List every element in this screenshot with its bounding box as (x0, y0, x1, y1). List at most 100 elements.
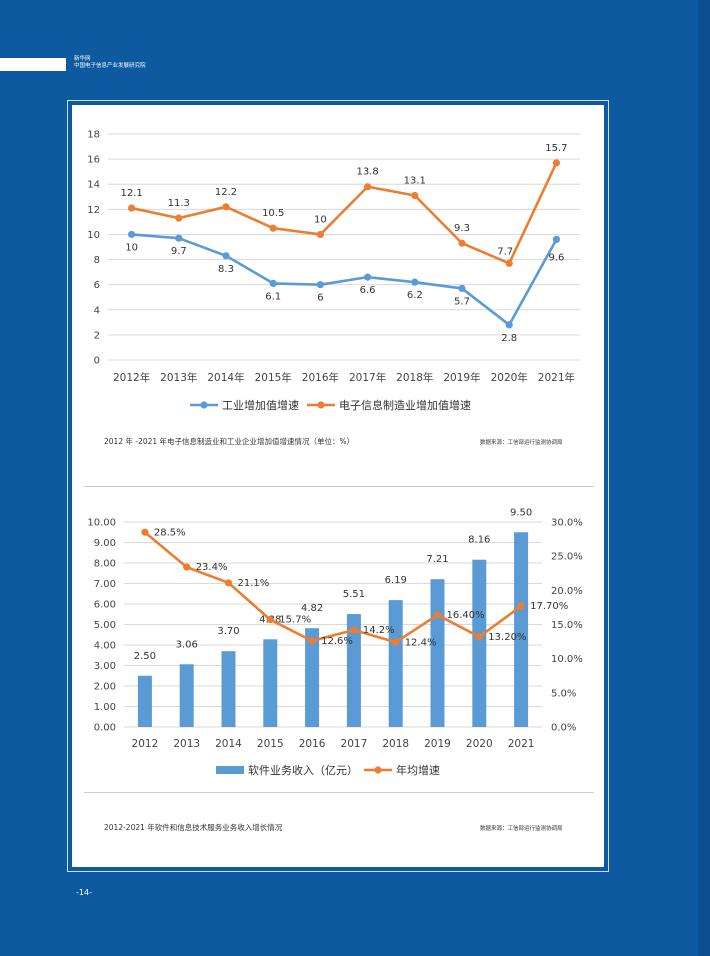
y-left-tick-label: 2.00 (94, 682, 116, 693)
legend-label: 工业增加值增速 (222, 398, 299, 412)
section-divider (84, 486, 594, 487)
brand-line-2: 中国电子信息产业发展研究院 (74, 63, 146, 69)
data-point (364, 183, 372, 191)
chart1-caption: 2012 年 -2021 年电子信息制造业和工业企业增加值增速情况（单位：%） (104, 437, 355, 446)
chart2-source: 数据来源：工信部运行监测协调局 (480, 826, 563, 832)
data-label: 9.6 (548, 252, 564, 263)
data-label: 9.3 (454, 223, 470, 234)
y-right-tick-label: 20.0% (551, 586, 583, 597)
data-label: 13.1 (404, 176, 426, 187)
x-tick-label: 2012年 (113, 371, 150, 384)
data-point (458, 284, 466, 293)
bar (305, 628, 320, 727)
legend-swatch-bar (216, 766, 244, 774)
y-tick-label: 6 (94, 280, 100, 291)
y-left-tick-label: 3.00 (94, 661, 116, 672)
data-point (128, 204, 136, 212)
y-right-tick-label: 30.0% (551, 518, 583, 529)
bar-label: 4.82 (301, 603, 323, 614)
x-tick-label: 2015年 (255, 371, 292, 384)
data-label: 10 (314, 214, 327, 225)
x-tick-label: 2013年 (160, 371, 197, 384)
data-label: 7.7 (497, 246, 513, 257)
data-point (175, 214, 183, 222)
bar-label: 8.16 (468, 535, 490, 546)
y-tick-label: 4 (94, 305, 100, 316)
data-label: 12.1 (120, 188, 142, 199)
growth-label: 23.4% (196, 562, 228, 573)
data-label: 8.3 (218, 264, 234, 275)
data-point (128, 230, 136, 239)
chart2-caption: 2012-2021 年软件和信息技术服务业务收入增长情况 (104, 823, 283, 832)
data-point (175, 234, 183, 242)
data-label: 6.2 (407, 290, 423, 301)
data-point (316, 230, 324, 239)
legend-label: 电子信息制造业增加值增速 (339, 398, 471, 412)
y-left-tick-label: 8.00 (94, 559, 116, 570)
y-left-tick-label: 4.00 (94, 641, 116, 652)
growth-point (224, 579, 233, 587)
data-point (269, 279, 277, 288)
bar (430, 579, 445, 727)
x-tick-label: 2020 (466, 738, 493, 750)
x-tick-label: 2014年 (207, 371, 244, 384)
growth-label: 14.2% (363, 625, 395, 636)
data-point (458, 239, 466, 247)
brand-line-1: 新华网 (74, 56, 91, 62)
section-divider-2 (84, 792, 594, 793)
y-right-tick-label: 10.0% (551, 654, 583, 665)
x-tick-label: 2017年 (349, 371, 386, 384)
data-point (411, 191, 419, 200)
bar-label: 2.50 (134, 651, 156, 662)
y-left-tick-label: 9.00 (94, 538, 116, 549)
brand-block: 新华网 中国电子信息产业发展研究院 (74, 56, 146, 70)
growth-point (392, 638, 400, 646)
data-point (505, 259, 513, 267)
bar (514, 532, 529, 727)
growth-label: 16.40% (447, 610, 485, 621)
chart-software-revenue: 0.00 1.00 2.00 3.00 4.00 5.00 6.00 7.00 8.00 9.00… (87, 507, 583, 777)
y-right-tick-label: 0.0% (551, 723, 576, 734)
bar (346, 614, 361, 727)
data-label: 13.8 (356, 167, 378, 178)
x-tick-label: 2017 (341, 738, 368, 750)
data-label: 6 (317, 293, 323, 304)
growth-label: 12.6% (321, 636, 353, 647)
y-tick-label: 10 (87, 230, 100, 241)
data-point (552, 235, 561, 244)
data-point (411, 278, 419, 286)
growth-label: 21.1% (238, 578, 270, 589)
y-tick-label: 2 (94, 330, 100, 341)
bar (137, 675, 152, 727)
x-tick-label: 2021年 (538, 371, 575, 384)
legend-marker (317, 401, 325, 409)
y-tick-label: 0 (94, 356, 100, 367)
growth-point (433, 611, 442, 619)
y-tick-label: 12 (87, 205, 100, 216)
y-right-tick-label: 25.0% (551, 552, 583, 563)
chart1-source: 数据来源：工信部运行监测协调局 (480, 440, 563, 446)
x-tick-label: 2014 (215, 738, 242, 750)
bar (388, 600, 403, 727)
header-bar (0, 58, 66, 71)
x-tick-label: 2016年 (302, 371, 339, 384)
x-tick-label: 2018年 (396, 371, 433, 384)
right-edge-strip (698, 0, 710, 956)
bar-label: 3.06 (176, 639, 198, 650)
data-label: 10.5 (262, 208, 284, 219)
growth-label: 28.5% (154, 527, 186, 538)
growth-point (266, 616, 274, 624)
growth-point (141, 528, 149, 536)
growth-label: 15.7% (279, 615, 311, 626)
data-label: 6.6 (360, 285, 376, 296)
x-tick-label: 2019年 (443, 371, 480, 384)
growth-point (475, 633, 483, 641)
legend-label: 软件业务收入（亿元） (248, 763, 358, 777)
data-point (222, 203, 230, 211)
y-tick-label: 16 (87, 155, 100, 166)
x-tick-label: 2021 (508, 738, 535, 750)
bar-label: 5.51 (343, 589, 365, 600)
data-point (269, 224, 277, 232)
data-point (505, 321, 513, 329)
data-label: 11.3 (168, 198, 190, 209)
